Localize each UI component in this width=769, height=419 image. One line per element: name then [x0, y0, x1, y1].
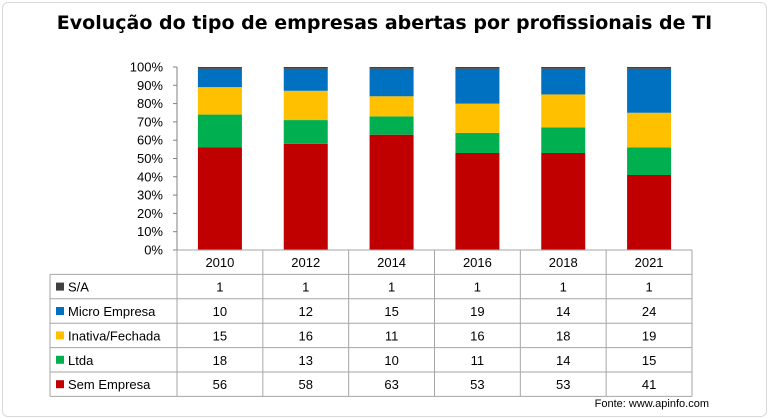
- legend-key: [56, 355, 64, 364]
- bar-micro-empresa-2010: [197, 68, 242, 88]
- data-value: 16: [470, 328, 484, 343]
- legend-label: Inativa/Fechada: [68, 328, 161, 343]
- data-value: 16: [299, 328, 313, 343]
- bar-inativa-fechada-2014: [369, 96, 414, 117]
- legend-label: Sem Empresa: [68, 377, 151, 392]
- data-value: 1: [645, 280, 652, 295]
- bar-inativa-fechada-2010: [197, 87, 242, 115]
- y-tick-label: 60%: [137, 133, 163, 148]
- bar-s-a-2014: [369, 67, 414, 69]
- bar-s-a-2010: [197, 67, 242, 69]
- bar-ltda-2014: [369, 116, 414, 135]
- y-tick-label: 0%: [144, 243, 163, 258]
- data-value: 1: [302, 280, 309, 295]
- category-label: 2016: [463, 255, 492, 270]
- bar-ltda-2018: [541, 127, 586, 154]
- data-value: 58: [299, 377, 313, 392]
- data-value: 12: [299, 304, 313, 319]
- bar-micro-empresa-2016: [455, 68, 500, 104]
- y-tick-label: 90%: [137, 78, 163, 93]
- legend-key: [56, 282, 64, 291]
- bar-ltda-2016: [455, 132, 500, 154]
- data-value: 1: [388, 280, 395, 295]
- bar-inativa-fechada-2021: [627, 112, 672, 148]
- source-note: Fonte: www.apinfo.com: [594, 398, 709, 410]
- category-label: 2018: [549, 255, 578, 270]
- data-value: 11: [471, 353, 485, 368]
- legend-key: [56, 307, 64, 315]
- bar-sem-empresa-2021: [627, 174, 672, 250]
- bar-s-a-2021: [627, 67, 672, 69]
- bar-s-a-2016: [455, 67, 500, 69]
- data-value: 53: [556, 377, 570, 392]
- bar-s-a-2012: [283, 67, 328, 69]
- y-tick-label: 100%: [130, 60, 164, 75]
- y-tick-label: 20%: [137, 206, 163, 221]
- category-label: 2014: [377, 255, 406, 270]
- y-tick-label: 40%: [137, 169, 163, 184]
- data-value: 15: [213, 328, 227, 343]
- data-value: 56: [213, 377, 227, 392]
- bar-ltda-2010: [197, 114, 242, 148]
- bar-sem-empresa-2016: [455, 153, 500, 250]
- data-value: 19: [470, 304, 484, 319]
- data-value: 10: [384, 353, 398, 368]
- data-value: 15: [384, 304, 398, 319]
- data-value: 14: [556, 304, 570, 319]
- legend-label: Ltda: [68, 353, 94, 368]
- bar-s-a-2018: [541, 67, 586, 69]
- bar-ltda-2012: [283, 120, 328, 144]
- bar-sem-empresa-2018: [541, 153, 586, 250]
- bar-inativa-fechada-2018: [541, 94, 586, 128]
- category-label: 2012: [291, 255, 320, 270]
- bar-ltda-2021: [627, 147, 672, 175]
- legend-key: [56, 380, 64, 389]
- category-label: 2021: [635, 255, 664, 270]
- data-value: 41: [642, 377, 656, 392]
- data-value: 14: [556, 353, 570, 368]
- bar-sem-empresa-2012: [283, 143, 328, 250]
- bar-sem-empresa-2014: [369, 134, 414, 250]
- data-value: 11: [385, 328, 399, 343]
- bar-micro-empresa-2012: [283, 68, 328, 91]
- legend-key: [56, 331, 64, 340]
- data-value: 1: [474, 280, 481, 295]
- data-value: 53: [470, 377, 484, 392]
- bar-sem-empresa-2010: [197, 147, 242, 250]
- data-value: 15: [642, 353, 656, 368]
- data-value: 18: [556, 328, 570, 343]
- data-value: 24: [642, 304, 656, 319]
- bar-micro-empresa-2014: [369, 68, 414, 97]
- y-tick-label: 50%: [137, 151, 163, 166]
- data-value: 63: [384, 377, 398, 392]
- bar-micro-empresa-2021: [627, 68, 672, 113]
- y-tick-label: 70%: [137, 114, 163, 129]
- legend-label: S/A: [68, 280, 89, 295]
- y-tick-label: 30%: [137, 188, 163, 203]
- chart-title: Evolução do tipo de empresas abertas por…: [56, 12, 713, 34]
- data-value: 18: [213, 353, 227, 368]
- y-tick-label: 10%: [137, 224, 163, 239]
- legend-label: Micro Empresa: [68, 304, 156, 319]
- data-value: 13: [299, 353, 313, 368]
- data-value: 1: [216, 280, 223, 295]
- data-value: 10: [213, 304, 227, 319]
- data-value: 19: [642, 328, 656, 343]
- data-value: 1: [560, 280, 567, 295]
- bar-inativa-fechada-2016: [455, 103, 500, 133]
- y-tick-label: 80%: [137, 96, 163, 111]
- category-label: 2010: [205, 255, 234, 270]
- bar-micro-empresa-2018: [541, 68, 586, 95]
- bar-inativa-fechada-2012: [283, 90, 328, 121]
